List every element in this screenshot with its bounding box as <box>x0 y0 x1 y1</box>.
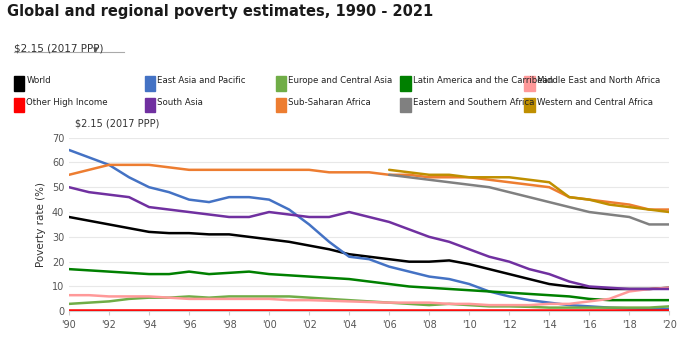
Text: Other High Income: Other High Income <box>26 98 108 107</box>
Text: East Asia and Pacific: East Asia and Pacific <box>157 76 246 85</box>
Text: Latin America and the Carribean: Latin America and the Carribean <box>413 76 553 85</box>
Text: $2.15 (2017 PPP): $2.15 (2017 PPP) <box>14 43 104 54</box>
Text: Western and Central Africa: Western and Central Africa <box>537 98 653 107</box>
Text: ▾: ▾ <box>93 45 99 55</box>
Y-axis label: Poverty rate (%): Poverty rate (%) <box>36 182 46 267</box>
Text: Middle East and North Africa: Middle East and North Africa <box>537 76 660 85</box>
Text: World: World <box>26 76 51 85</box>
Text: Europe and Central Asia: Europe and Central Asia <box>288 76 393 85</box>
Text: Sub-Saharan Africa: Sub-Saharan Africa <box>288 98 371 107</box>
Text: Eastern and Southern Africa: Eastern and Southern Africa <box>413 98 534 107</box>
Text: Global and regional poverty estimates, 1990 - 2021: Global and regional poverty estimates, 1… <box>7 4 433 18</box>
Text: South Asia: South Asia <box>157 98 203 107</box>
Text: $2.15 (2017 PPP): $2.15 (2017 PPP) <box>75 119 159 129</box>
